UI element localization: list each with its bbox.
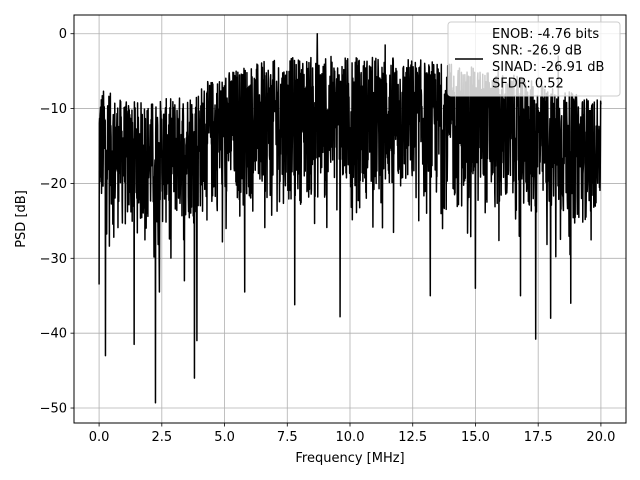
x-tick-label: 10.0 xyxy=(336,430,365,445)
x-tick-label: 12.5 xyxy=(398,430,427,445)
legend-entry-sfdr: SFDR: 0.52 xyxy=(492,77,564,92)
y-tick-label: −10 xyxy=(40,102,67,117)
legend-entry-sinad: SINAD: -26.91 dB xyxy=(492,60,604,75)
y-axis-ticks: 0 −10 −20 −30 −40 −50 xyxy=(40,27,74,417)
y-tick-label: −30 xyxy=(40,252,67,267)
x-tick-label: 17.5 xyxy=(524,430,553,445)
x-axis-label: Frequency [MHz] xyxy=(295,451,404,466)
legend-entry-snr: SNR: -26.9 dB xyxy=(492,44,582,59)
legend-box xyxy=(447,21,621,97)
x-axis-ticks: 0.0 2.5 5.0 7.5 10.0 12.5 15.0 17.5 20.0 xyxy=(89,423,615,445)
x-tick-label: 2.5 xyxy=(151,430,172,445)
y-tick-label: −50 xyxy=(40,402,67,417)
x-tick-label: 15.0 xyxy=(461,430,490,445)
x-tick-label: 7.5 xyxy=(277,430,298,445)
legend: ENOB: -4.76 bits SNR: -26.9 dB SINAD: -2… xyxy=(447,21,621,97)
y-tick-label: 0 xyxy=(59,27,67,42)
y-tick-label: −40 xyxy=(40,327,67,342)
y-axis-label: PSD [dB] xyxy=(14,190,29,248)
y-tick-label: −20 xyxy=(40,177,67,192)
legend-entry-enob: ENOB: -4.76 bits xyxy=(492,27,599,42)
x-tick-label: 5.0 xyxy=(214,430,235,445)
x-tick-label: 0.0 xyxy=(89,430,110,445)
x-tick-label: 20.0 xyxy=(586,430,615,445)
